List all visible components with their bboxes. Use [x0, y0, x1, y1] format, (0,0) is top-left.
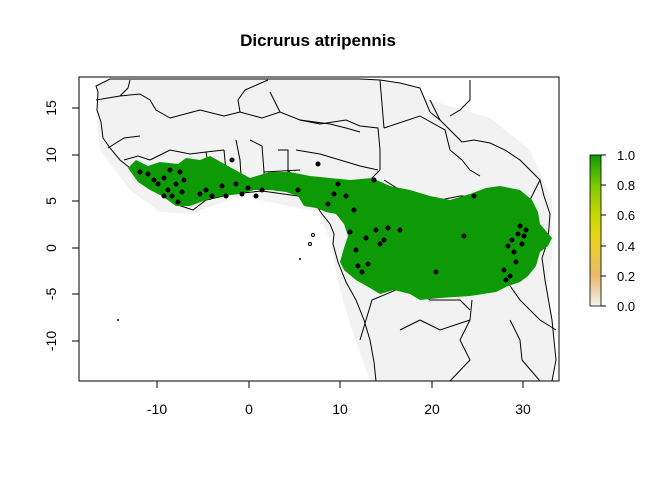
y-tick-label: 0	[43, 244, 59, 252]
occurrence-point	[229, 157, 235, 163]
y-tick-label: 15	[43, 100, 59, 116]
occurrence-point	[209, 193, 215, 199]
legend-label: 0.2	[617, 269, 635, 284]
occurrence-point	[165, 187, 171, 193]
y-tick-label: 5	[43, 197, 59, 205]
occurrence-point	[161, 193, 167, 199]
occurrence-point	[505, 243, 511, 249]
occurrence-point	[385, 225, 391, 231]
occurrence-point	[161, 175, 167, 181]
occurrence-point	[363, 235, 369, 241]
y-tick-label: -10	[43, 331, 59, 351]
occurrence-point	[347, 229, 353, 235]
occurrence-point	[137, 169, 143, 175]
occurrence-point	[501, 267, 507, 273]
occurrence-point	[377, 241, 383, 247]
occurrence-point	[175, 199, 181, 205]
x-tick-label: 30	[515, 401, 531, 417]
occurrence-point	[353, 247, 359, 253]
legend-colorbar: 1.0 0.8 0.6 0.4 0.2 0.0	[589, 148, 635, 314]
occurrence-point	[359, 269, 365, 275]
occurrence-point	[203, 187, 209, 193]
occurrence-point	[517, 223, 523, 229]
occurrence-point	[259, 187, 265, 193]
occurrence-point	[471, 193, 477, 199]
x-axis: -10 0 10 20 30	[147, 380, 531, 417]
legend-label: 0.4	[617, 239, 635, 254]
occurrence-point	[331, 191, 337, 197]
occurrence-point	[335, 181, 341, 187]
occurrence-point	[179, 189, 185, 195]
island-marker	[311, 233, 315, 237]
map-panel	[78, 76, 560, 382]
occurrence-point	[233, 181, 239, 187]
occurrence-point	[521, 233, 527, 239]
occurrence-points	[137, 157, 529, 283]
occurrence-point	[507, 273, 513, 279]
occurrence-point	[373, 227, 379, 233]
occurrence-point	[219, 183, 225, 189]
occurrence-point	[371, 177, 377, 183]
y-tick-label: 10	[43, 147, 59, 163]
occurrence-point	[325, 201, 331, 207]
occurrence-point	[355, 263, 361, 269]
occurrence-point	[343, 193, 349, 199]
legend-label: 0.0	[617, 299, 635, 314]
species-range	[128, 156, 552, 300]
y-tick-label: -5	[43, 288, 59, 301]
map-title: Dicrurus atripennis	[240, 31, 396, 50]
occurrence-point	[155, 181, 161, 187]
occurrence-point	[145, 171, 151, 177]
y-axis: 15 10 5 0 -5 -10	[43, 100, 80, 351]
legend-label: 0.8	[617, 178, 635, 193]
occurrence-point	[253, 193, 259, 199]
occurrence-point	[397, 227, 403, 233]
island-marker	[308, 242, 312, 246]
occurrence-point	[169, 193, 175, 199]
occurrence-point	[513, 259, 519, 265]
occurrence-point	[433, 269, 439, 275]
occurrence-point	[239, 191, 245, 197]
occurrence-point	[295, 187, 301, 193]
occurrence-point	[351, 207, 357, 213]
occurrence-point	[167, 167, 173, 173]
occurrence-point	[381, 237, 387, 243]
x-tick-label: -10	[147, 401, 167, 417]
x-tick-label: 10	[332, 401, 348, 417]
x-tick-label: 20	[424, 401, 440, 417]
country-borders	[95, 79, 557, 381]
occurrence-point	[177, 169, 183, 175]
x-tick-label: 0	[245, 401, 253, 417]
occurrence-point	[223, 193, 229, 199]
occurrence-point	[197, 191, 203, 197]
occurrence-point	[151, 177, 157, 183]
occurrence-point	[509, 237, 515, 243]
occurrence-point	[365, 261, 371, 267]
island-marker	[117, 319, 119, 321]
occurrence-point	[461, 233, 467, 239]
occurrence-point	[511, 249, 517, 255]
occurrence-point	[315, 161, 321, 167]
occurrence-point	[515, 231, 521, 237]
legend-gradient-bar	[589, 154, 602, 307]
legend-label: 0.6	[617, 208, 635, 223]
occurrence-point	[503, 277, 509, 283]
occurrence-point	[523, 227, 529, 233]
occurrence-point	[181, 177, 187, 183]
occurrence-point	[173, 181, 179, 187]
island-marker	[299, 258, 301, 260]
occurrence-point	[519, 241, 525, 247]
occurrence-point	[245, 185, 251, 191]
legend-label: 1.0	[617, 148, 635, 163]
